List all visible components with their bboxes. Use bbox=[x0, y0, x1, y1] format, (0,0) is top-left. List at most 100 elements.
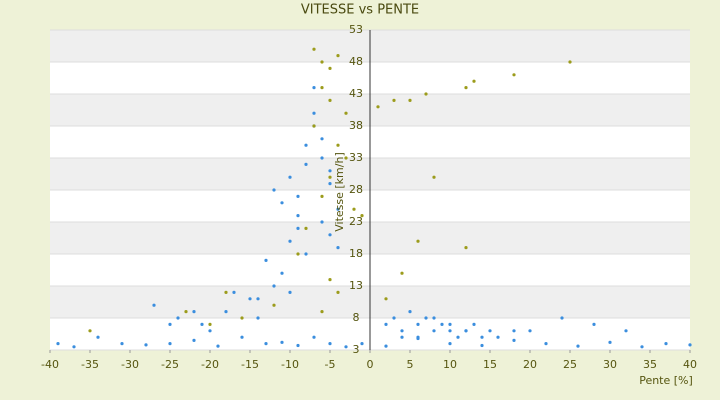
x-tick-label: -30 bbox=[121, 358, 139, 371]
point bbox=[88, 329, 92, 333]
point bbox=[592, 322, 596, 326]
point bbox=[432, 316, 436, 320]
point bbox=[240, 316, 244, 320]
point bbox=[296, 214, 300, 218]
point bbox=[296, 252, 300, 256]
x-tick-label: -40 bbox=[41, 358, 59, 371]
point bbox=[304, 226, 308, 230]
point bbox=[560, 316, 564, 320]
point bbox=[480, 335, 484, 339]
point bbox=[304, 143, 308, 147]
point bbox=[568, 60, 572, 64]
point bbox=[328, 233, 332, 237]
point bbox=[352, 207, 356, 211]
point bbox=[344, 111, 348, 115]
chart-title: VITESSE vs PENTE bbox=[301, 3, 419, 18]
point bbox=[272, 284, 276, 288]
point bbox=[488, 329, 492, 333]
x-tick-label: 0 bbox=[367, 358, 374, 371]
y-tick-label: 23 bbox=[349, 215, 363, 228]
point bbox=[384, 297, 388, 301]
point bbox=[280, 201, 284, 205]
point bbox=[248, 297, 252, 301]
point bbox=[448, 342, 452, 346]
point bbox=[256, 316, 260, 320]
point bbox=[400, 329, 404, 333]
x-tick-label: -10 bbox=[281, 358, 299, 371]
point bbox=[336, 207, 340, 211]
point bbox=[384, 344, 388, 348]
x-axis-label: Pente [%] bbox=[639, 374, 693, 387]
point bbox=[328, 175, 332, 179]
point bbox=[328, 66, 332, 70]
point bbox=[472, 322, 476, 326]
point bbox=[496, 335, 500, 339]
x-tick-label: 40 bbox=[683, 358, 697, 371]
point bbox=[408, 310, 412, 314]
point bbox=[200, 322, 204, 326]
point bbox=[360, 342, 364, 346]
point bbox=[400, 271, 404, 275]
point bbox=[392, 98, 396, 102]
point bbox=[480, 343, 484, 348]
point bbox=[464, 86, 468, 90]
y-tick-label: 13 bbox=[349, 279, 363, 292]
point bbox=[264, 258, 268, 262]
point bbox=[328, 98, 332, 102]
x-tick-label: 10 bbox=[443, 358, 457, 371]
point bbox=[664, 342, 668, 346]
point bbox=[288, 290, 292, 294]
point bbox=[72, 345, 76, 349]
point bbox=[328, 342, 332, 346]
point bbox=[344, 345, 348, 349]
point bbox=[328, 278, 332, 282]
x-tick-label: -35 bbox=[81, 358, 99, 371]
point bbox=[408, 98, 412, 102]
point bbox=[304, 252, 308, 256]
point bbox=[184, 310, 188, 314]
y-tick-label: 8 bbox=[353, 311, 360, 324]
point bbox=[120, 342, 124, 346]
point bbox=[312, 47, 316, 51]
point bbox=[344, 156, 348, 160]
point bbox=[336, 246, 340, 250]
y-tick-label: 53 bbox=[349, 23, 363, 36]
point bbox=[208, 322, 212, 326]
point bbox=[312, 111, 316, 115]
point bbox=[176, 316, 180, 320]
point bbox=[512, 73, 516, 77]
point bbox=[168, 342, 172, 346]
point bbox=[416, 239, 420, 243]
x-tick-label: 25 bbox=[563, 358, 577, 371]
point bbox=[320, 137, 324, 141]
point bbox=[416, 335, 420, 339]
point bbox=[240, 335, 244, 339]
point bbox=[192, 310, 196, 314]
point bbox=[432, 329, 436, 333]
x-tick-label: -5 bbox=[325, 358, 336, 371]
y-tick-label: 38 bbox=[349, 119, 363, 132]
point bbox=[392, 316, 396, 320]
point bbox=[296, 343, 300, 348]
point bbox=[528, 329, 532, 333]
point bbox=[416, 322, 420, 326]
point bbox=[400, 335, 404, 339]
point bbox=[312, 335, 316, 339]
point bbox=[320, 310, 324, 314]
point bbox=[96, 335, 100, 339]
point bbox=[272, 188, 276, 192]
point bbox=[320, 86, 324, 90]
point bbox=[208, 329, 212, 333]
point bbox=[472, 79, 476, 83]
point bbox=[312, 86, 316, 90]
point bbox=[168, 322, 172, 326]
point bbox=[296, 226, 300, 230]
point bbox=[608, 340, 612, 344]
point bbox=[264, 342, 268, 346]
point bbox=[280, 340, 284, 344]
x-tick-label: -20 bbox=[201, 358, 219, 371]
point bbox=[320, 194, 324, 198]
x-tick-label: 30 bbox=[603, 358, 617, 371]
point bbox=[360, 214, 364, 218]
point bbox=[448, 322, 452, 326]
